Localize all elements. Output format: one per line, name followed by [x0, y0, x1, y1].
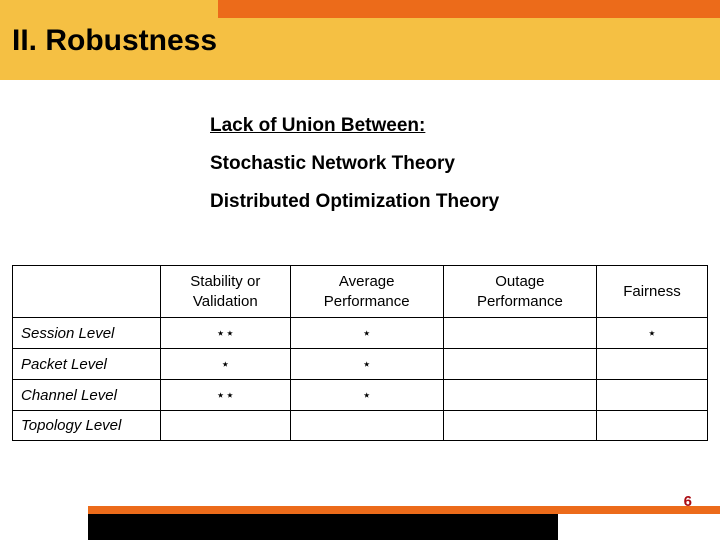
page-number: 6 — [684, 493, 692, 510]
table-header-col4: Fairness — [596, 266, 707, 318]
table-header-col1: Stability orValidation — [161, 266, 291, 318]
row-label: Channel Level — [13, 380, 161, 411]
table-cell — [596, 380, 707, 411]
table-cell: ⋆ — [161, 349, 291, 380]
table-cell — [161, 411, 291, 441]
table-cell: ⋆ — [596, 318, 707, 349]
table-header-empty — [13, 266, 161, 318]
table-header-row: Stability orValidation AveragePerformanc… — [13, 266, 708, 318]
table-cell — [596, 349, 707, 380]
comparison-table: Stability orValidation AveragePerformanc… — [12, 265, 708, 441]
table-cell — [443, 318, 596, 349]
footer-accent-bar — [88, 506, 720, 514]
table-cell — [290, 411, 443, 441]
table-header-col3: OutagePerformance — [443, 266, 596, 318]
table-cell — [596, 411, 707, 441]
table-row: Channel Level ⋆⋆ ⋆ — [13, 380, 708, 411]
row-label: Topology Level — [13, 411, 161, 441]
table-cell: ⋆ — [290, 380, 443, 411]
slide-title: II. Robustness — [12, 24, 217, 58]
table-cell — [443, 380, 596, 411]
content-line-0: Lack of Union Between: — [210, 115, 680, 137]
table-row: Packet Level ⋆ ⋆ — [13, 349, 708, 380]
table-cell — [443, 349, 596, 380]
footer-black-bar — [88, 514, 558, 540]
table-cell: ⋆⋆ — [161, 380, 291, 411]
table-row: Session Level ⋆⋆ ⋆ ⋆ — [13, 318, 708, 349]
table-cell: ⋆⋆ — [161, 318, 291, 349]
table-header-col2: AveragePerformance — [290, 266, 443, 318]
content-line-1: Stochastic Network Theory — [210, 153, 680, 175]
table-cell: ⋆ — [290, 318, 443, 349]
content-line-2: Distributed Optimization Theory — [210, 191, 680, 213]
table-cell — [443, 411, 596, 441]
table-row: Topology Level — [13, 411, 708, 441]
header-accent-bar — [218, 0, 720, 18]
table-cell: ⋆ — [290, 349, 443, 380]
row-label: Session Level — [13, 318, 161, 349]
table-body: Session Level ⋆⋆ ⋆ ⋆ Packet Level ⋆ ⋆ Ch… — [13, 318, 708, 441]
content-area: Lack of Union Between: Stochastic Networ… — [210, 115, 680, 229]
row-label: Packet Level — [13, 349, 161, 380]
